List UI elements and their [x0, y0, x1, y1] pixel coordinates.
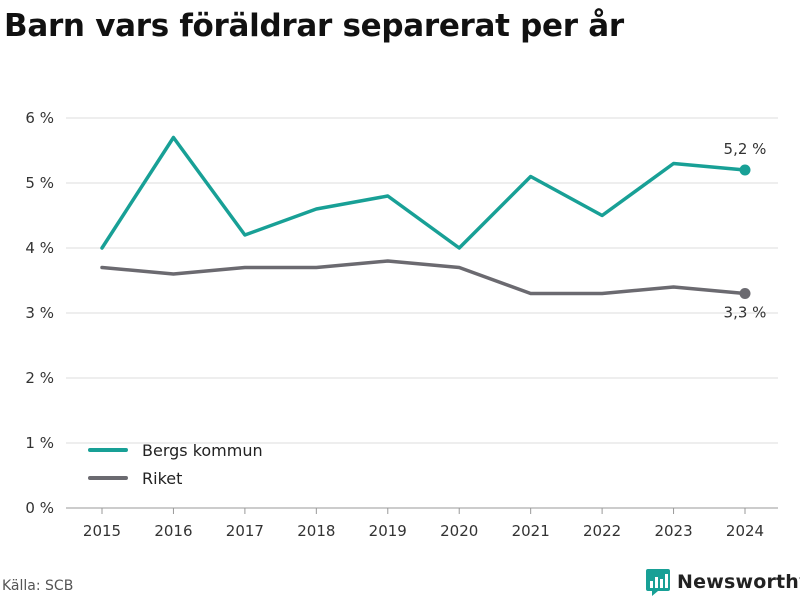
y-tick-label: 2 % [25, 369, 54, 387]
gridlines [66, 117, 778, 509]
y-axis-ticks: 0 % 1 % 2 % 3 % 4 % 5 % 6 % [25, 109, 54, 517]
source-note: Källa: SCB [2, 578, 74, 594]
end-label-riket: 3,3 % [724, 304, 767, 322]
legend-label: Riket [142, 468, 183, 488]
x-tick-label: 2015 [83, 522, 121, 540]
x-tick-label: 2019 [369, 522, 407, 540]
brand-logo: Newsworthy [645, 568, 800, 596]
legend-item-riket: Riket [88, 464, 263, 492]
x-tick-label: 2020 [440, 522, 478, 540]
end-point-riket [739, 288, 751, 299]
y-tick-label: 5 % [25, 174, 54, 192]
legend-item-bergs-kommun: Bergs kommun [88, 436, 263, 464]
x-tick-label: 2016 [154, 522, 192, 540]
end-labels: 5,2 % 3,3 % [724, 140, 767, 322]
end-label-bergs-kommun: 5,2 % [724, 140, 767, 158]
x-tick-label: 2017 [226, 522, 264, 540]
x-tick-label: 2024 [726, 522, 764, 540]
end-point-bergs-kommun [739, 164, 751, 176]
x-tick-label: 2021 [512, 522, 550, 540]
x-tick-label: 2023 [654, 522, 692, 540]
y-tick-label: 4 % [25, 239, 54, 257]
legend: Bergs kommun Riket [88, 436, 263, 492]
legend-swatch-bergs-kommun [88, 448, 128, 452]
legend-label: Bergs kommun [142, 440, 263, 460]
x-axis-ticks: 2015 2016 2017 2018 2019 2020 2021 2022 2023 2024 [83, 508, 764, 540]
x-tick-label: 2022 [583, 522, 621, 540]
legend-swatch-riket [88, 476, 128, 480]
y-tick-label: 0 % [25, 499, 54, 517]
brand-name: Newsworthy [677, 571, 800, 593]
x-tick-label: 2018 [297, 522, 335, 540]
y-tick-label: 6 % [25, 109, 54, 127]
series-lines [100, 135, 751, 299]
y-tick-label: 1 % [25, 434, 54, 452]
series-line-riket [100, 259, 747, 296]
chart-title: Barn vars föräldrar separerat per år [4, 8, 624, 44]
series-line-bergs-kommun [100, 135, 747, 250]
y-tick-label: 3 % [25, 304, 54, 322]
bar-chart-speech-bubble-icon [646, 569, 670, 596]
